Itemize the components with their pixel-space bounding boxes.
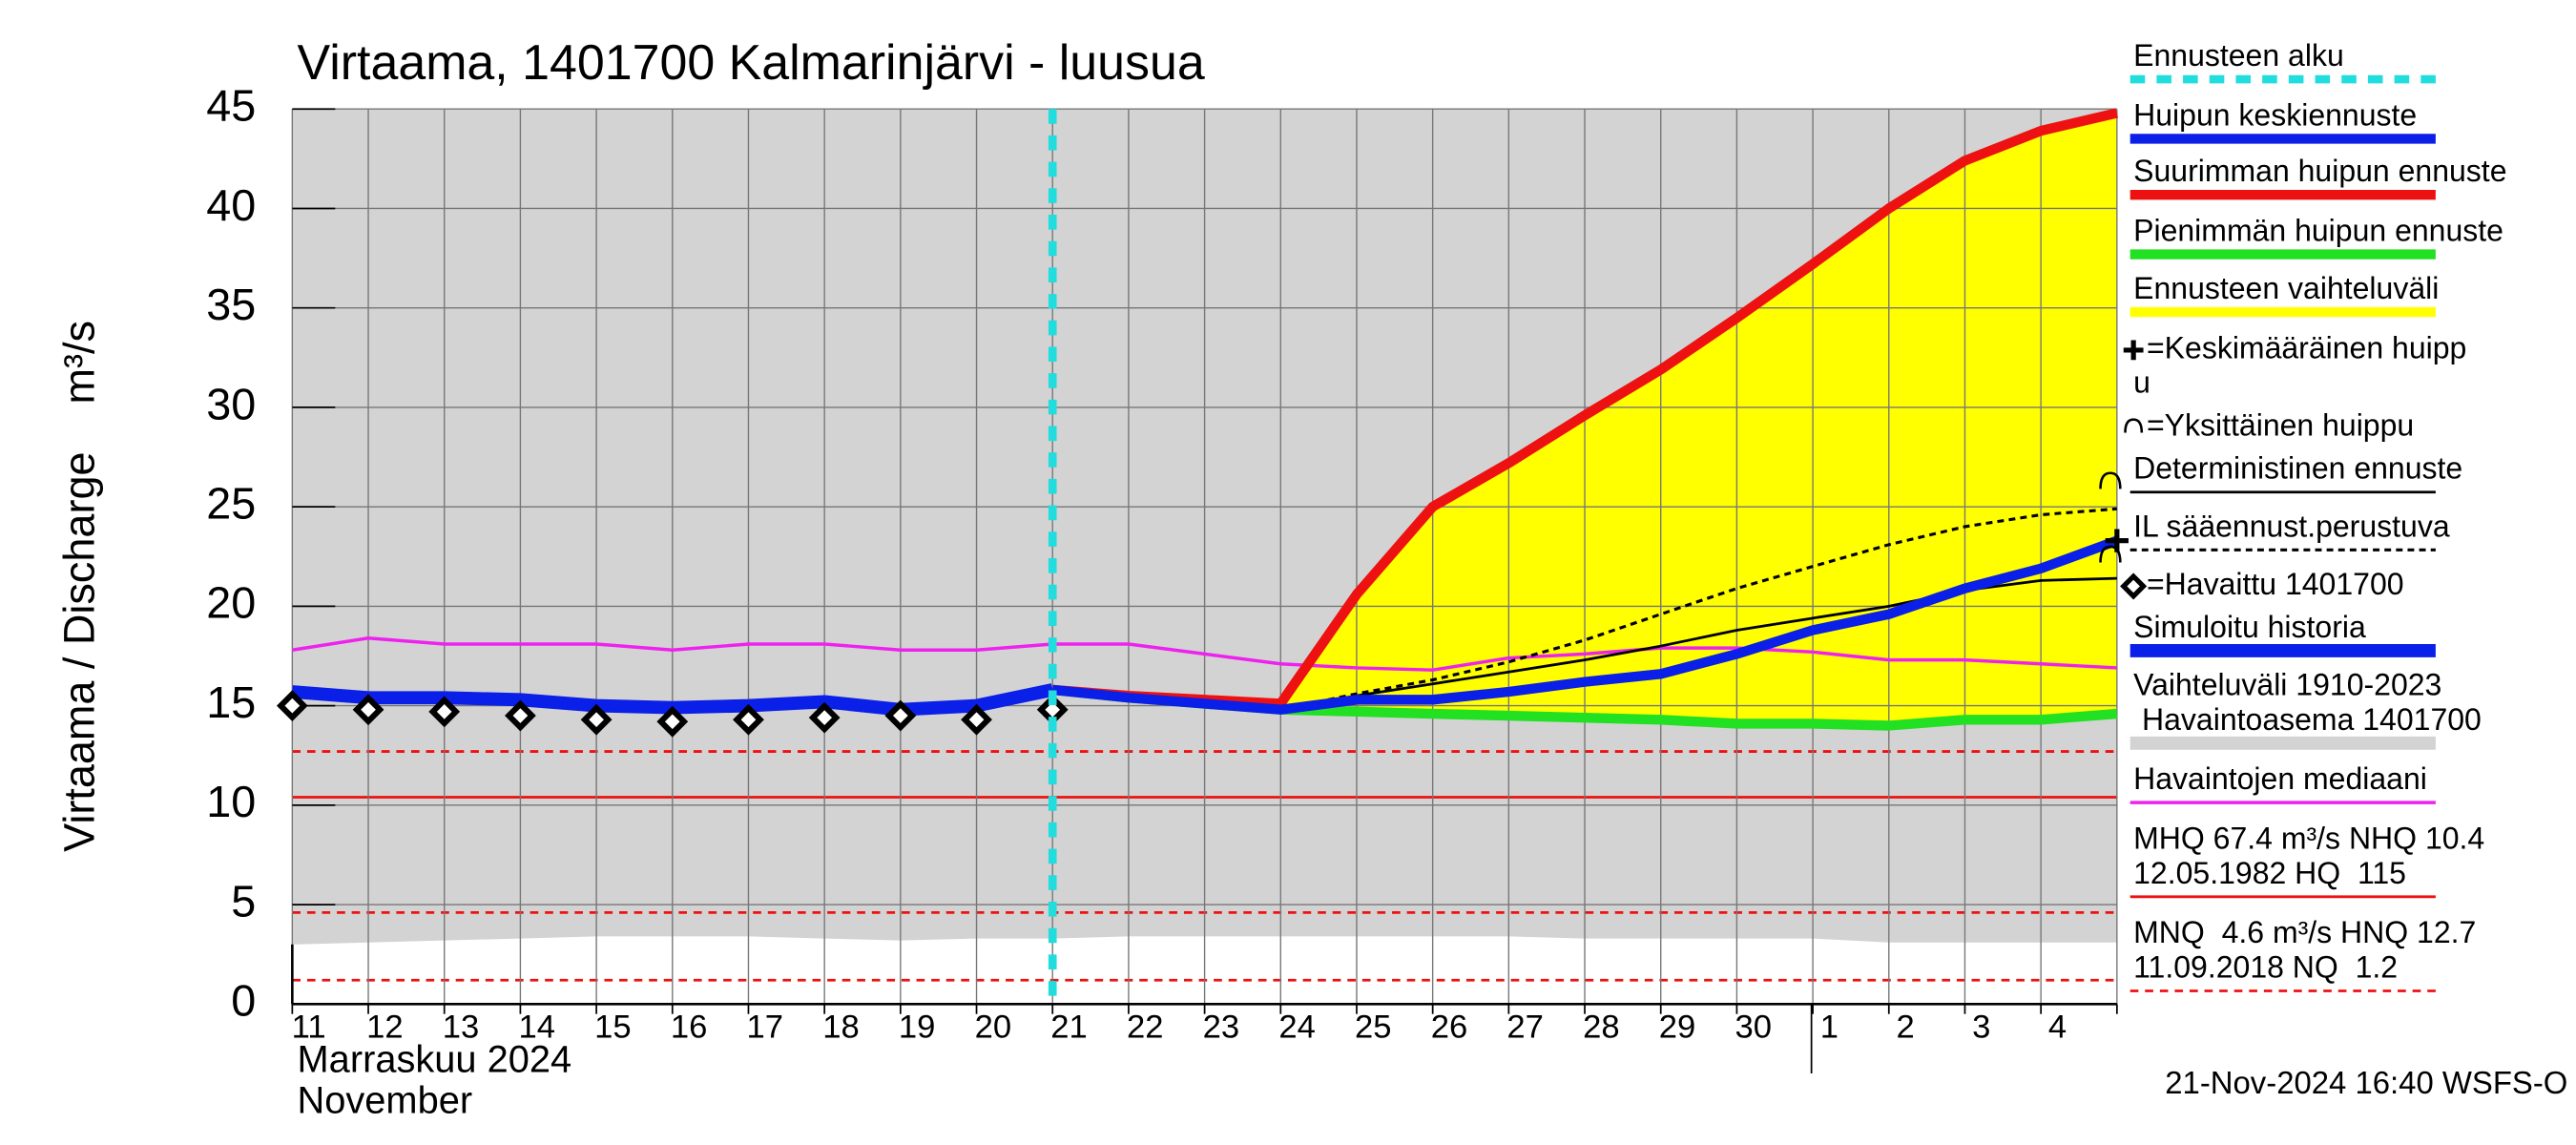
legend-label: Havaintoasema 1401700 bbox=[2133, 702, 2482, 737]
observed-point bbox=[352, 694, 384, 726]
legend-label: Ennusteen alku bbox=[2133, 38, 2344, 73]
observed-point bbox=[733, 703, 764, 736]
observed-point bbox=[656, 705, 689, 738]
observed-point bbox=[505, 699, 536, 732]
legend-label: IL sääennust.perustuva bbox=[2133, 509, 2450, 543]
legend-label: Havaintojen mediaani bbox=[2133, 761, 2427, 796]
x-tick-label: 3 bbox=[1972, 1009, 1990, 1045]
observed-point bbox=[580, 703, 613, 736]
x-tick-label: 17 bbox=[747, 1009, 784, 1045]
x-tick-label: 20 bbox=[975, 1009, 1012, 1045]
peak-marker bbox=[2099, 471, 2122, 489]
legend-label: 11.09.2018 NQ 1.2 bbox=[2133, 949, 2398, 984]
x-tick-label: 25 bbox=[1355, 1009, 1392, 1045]
timestamp: 21-Nov-2024 16:40 WSFS-O bbox=[2165, 1065, 2567, 1100]
observed-point bbox=[808, 701, 841, 734]
legend-symbol bbox=[2120, 572, 2148, 600]
month-label: Marraskuu 2024 bbox=[298, 1038, 572, 1080]
legend-label: 12.05.1982 HQ 115 bbox=[2133, 856, 2406, 890]
y-tick-label: 0 bbox=[231, 976, 256, 1026]
y-tick-label: 35 bbox=[206, 280, 256, 329]
x-tick-label: 2 bbox=[1896, 1009, 1914, 1045]
series-line bbox=[292, 636, 2117, 672]
x-tick-label: 14 bbox=[518, 1009, 555, 1045]
y-axis-label: Virtaama / Discharge m³/s bbox=[54, 321, 103, 852]
x-tick-label: 28 bbox=[1583, 1009, 1620, 1045]
x-tick-label: 27 bbox=[1506, 1009, 1544, 1045]
y-tick-label: 25 bbox=[206, 479, 256, 529]
legend-label: MNQ 4.6 m³/s HNQ 12.7 bbox=[2133, 915, 2476, 949]
x-tick-label: 21 bbox=[1050, 1009, 1088, 1045]
x-tick-label: 16 bbox=[671, 1009, 708, 1045]
x-tick-label: 13 bbox=[443, 1009, 480, 1045]
legend-label: Vaihteluväli 1910-2023 bbox=[2133, 667, 2441, 701]
y-tick-label: 5 bbox=[231, 876, 256, 926]
observed-point bbox=[276, 690, 308, 722]
x-tick-label: 15 bbox=[594, 1009, 632, 1045]
legend-label: Ennusteen vaihteluväli bbox=[2133, 271, 2439, 305]
x-tick-label: 22 bbox=[1127, 1009, 1164, 1045]
observed-point bbox=[884, 699, 917, 732]
x-tick-label: 29 bbox=[1659, 1009, 1696, 1045]
legend-label: =Keskimääräinen huipp bbox=[2147, 330, 2466, 364]
peak-marker bbox=[2099, 545, 2122, 563]
observed-point bbox=[961, 703, 992, 736]
y-tick-label: 10 bbox=[206, 777, 256, 826]
legend-label: Deterministinen ennuste bbox=[2133, 451, 2462, 486]
legend-label: =Yksittäinen huippu bbox=[2147, 408, 2414, 443]
x-tick-label: 24 bbox=[1278, 1009, 1316, 1045]
y-tick-label: 20 bbox=[206, 578, 256, 628]
y-tick-label: 40 bbox=[206, 180, 256, 230]
legend-label: =Havaittu 1401700 bbox=[2147, 567, 2404, 601]
y-tick-label: 15 bbox=[206, 677, 256, 727]
legend-symbol bbox=[2124, 418, 2144, 433]
legend-symbol bbox=[2123, 340, 2144, 361]
x-tick-label: 11 bbox=[292, 1009, 326, 1045]
x-tick-label: 30 bbox=[1735, 1009, 1772, 1045]
y-tick-label: 30 bbox=[206, 379, 256, 428]
legend-label: MHQ 67.4 m³/s NHQ 10.4 bbox=[2133, 821, 2484, 855]
series-line bbox=[1051, 535, 2119, 715]
legend-label: Simuloitu historia bbox=[2133, 610, 2366, 644]
y-tick-label: 45 bbox=[206, 81, 256, 131]
legend-label: u bbox=[2133, 365, 2150, 400]
observed-point bbox=[428, 696, 461, 728]
x-tick-label: 12 bbox=[366, 1009, 404, 1045]
x-tick-label: 26 bbox=[1431, 1009, 1468, 1045]
chart-title: Virtaama, 1401700 Kalmarinjärvi - luusua bbox=[298, 35, 1205, 91]
x-tick-label: 1 bbox=[1820, 1009, 1839, 1045]
x-tick-label: 18 bbox=[822, 1009, 860, 1045]
x-tick-label: 4 bbox=[2048, 1009, 2067, 1045]
legend-label: Suurimman huipun ennuste bbox=[2133, 154, 2506, 188]
x-tick-label: 23 bbox=[1203, 1009, 1240, 1045]
legend-label: Huipun keskiennuste bbox=[2133, 97, 2417, 132]
legend-label: Pienimmän huipun ennuste bbox=[2133, 213, 2503, 247]
x-tick-label: 19 bbox=[899, 1009, 936, 1045]
month-label: November bbox=[298, 1080, 473, 1122]
